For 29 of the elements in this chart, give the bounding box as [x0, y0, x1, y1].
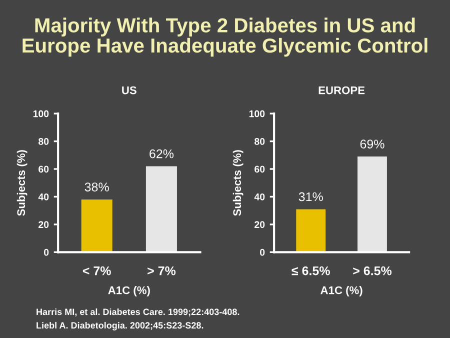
chart-subtitle: US [122, 86, 136, 94]
y-tick-label: 40 [254, 193, 265, 200]
y-axis-title: Subjects (%) [16, 150, 28, 216]
y-axis-title: Subjects (%) [232, 150, 244, 216]
x-axis-title: A1C (%) [108, 286, 150, 296]
x-axis-title: A1C (%) [320, 286, 362, 296]
chart-subtitle: EUROPE [318, 86, 365, 94]
y-tick-label: 80 [254, 138, 265, 145]
y-tick-label: 80 [38, 138, 49, 145]
text: Harris MI, et al. Diabetes Care. 1999;22:403-408. [36, 308, 240, 316]
y-tick-label: 0 [260, 248, 265, 256]
data-label: 38% [84, 182, 109, 192]
x-tick-label: > 7% [148, 266, 176, 276]
x-tick-label: < 7% [82, 266, 111, 276]
x-tick-label: ≤ 6.5% [292, 266, 330, 276]
text: Liebl A. Diabetologia. 2002;45:S23-S28. [36, 322, 204, 330]
data-label: 31% [298, 192, 323, 202]
x-tick-label: > 6.5% [353, 266, 392, 276]
y-tick-label: 100 [33, 110, 49, 118]
y-tick-label: 20 [38, 221, 49, 228]
y-tick-label: 20 [254, 221, 265, 228]
data-label: 62% [150, 149, 174, 158]
y-tick-label: 0 [44, 248, 49, 256]
data-label: 69% [360, 140, 384, 148]
y-tick-label: 40 [38, 193, 49, 200]
y-tick-label: 60 [254, 166, 265, 173]
y-tick-label: 60 [38, 166, 49, 173]
chart-title: Majority With Type 2 Diabetes in US and Europe Have Inadequate Glycemic Control [22, 18, 428, 57]
y-tick-label: 100 [249, 110, 265, 118]
